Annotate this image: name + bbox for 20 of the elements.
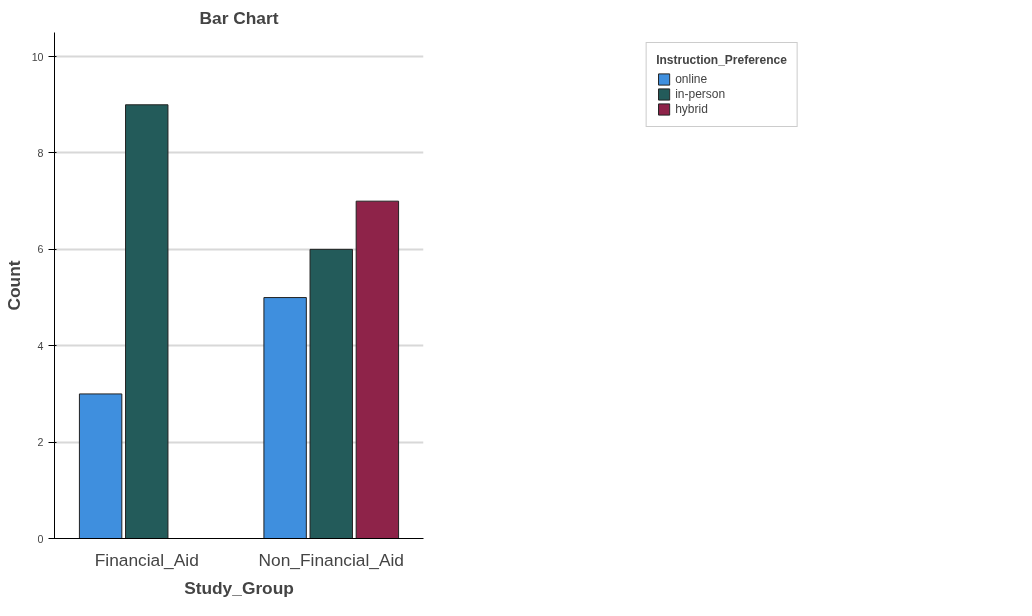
- legend-label: hybrid: [675, 102, 708, 116]
- chart-title: Bar Chart: [199, 7, 279, 28]
- y-tick-label: 2: [37, 436, 44, 449]
- bar: [125, 104, 169, 539]
- bar: [355, 200, 400, 539]
- y-axis-title: Count: [3, 260, 24, 311]
- x-tick-label: Non_Financial_Aid: [258, 549, 404, 570]
- bar: [263, 297, 307, 539]
- y-tick-label: 0: [37, 532, 44, 545]
- bar: [309, 248, 353, 539]
- legend-label: online: [675, 72, 708, 86]
- x-axis-title: Study_Group: [184, 577, 294, 598]
- legend-label: in-person: [675, 87, 726, 101]
- bar: [78, 393, 123, 539]
- y-tick-label: 8: [37, 146, 44, 159]
- x-tick-label: Financial_Aid: [94, 549, 199, 570]
- y-tick-label: 6: [37, 243, 44, 256]
- y-tick-label: 4: [37, 339, 44, 352]
- legend-title: Instruction_Preference: [656, 53, 787, 67]
- y-tick-label: 10: [31, 50, 44, 63]
